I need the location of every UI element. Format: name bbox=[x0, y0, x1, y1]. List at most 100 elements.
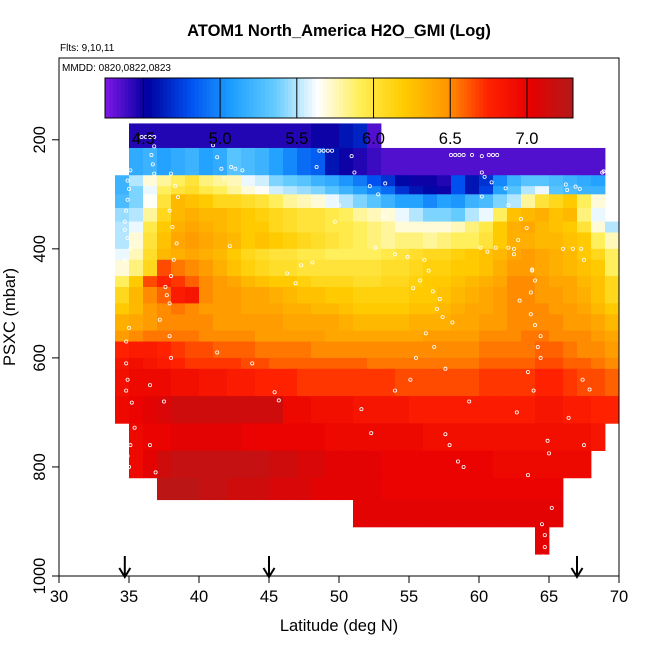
heatmap-cell bbox=[535, 194, 550, 209]
heatmap-cell bbox=[465, 423, 480, 451]
heatmap-cell bbox=[339, 330, 354, 342]
heatmap-cell bbox=[185, 186, 200, 195]
heatmap-cell bbox=[171, 287, 186, 304]
sample-point bbox=[167, 208, 172, 213]
heatmap-cell bbox=[577, 396, 592, 424]
colorbar-segment bbox=[362, 78, 367, 118]
heatmap-cell bbox=[479, 368, 494, 397]
heatmap-cell bbox=[157, 303, 172, 315]
heatmap-cell bbox=[605, 221, 620, 233]
heatmap-cell bbox=[353, 330, 368, 342]
colorbar-segment bbox=[545, 78, 551, 118]
sample-point bbox=[285, 271, 290, 276]
colorbar-segment bbox=[487, 78, 492, 118]
heatmap-cell bbox=[507, 287, 522, 304]
heatmap-cell bbox=[241, 357, 256, 370]
sample-point bbox=[128, 443, 133, 448]
heatmap-cell bbox=[311, 147, 326, 176]
colorbar-segment bbox=[420, 78, 426, 118]
heatmap-cell bbox=[409, 303, 424, 315]
colorbar-segment bbox=[342, 78, 348, 118]
heatmap-cell bbox=[437, 276, 452, 288]
heatmap-cell bbox=[535, 287, 550, 304]
heatmap-cell bbox=[395, 276, 410, 288]
heatmap-cell bbox=[269, 477, 284, 501]
heatmap-cell bbox=[325, 221, 340, 233]
sample-point bbox=[587, 387, 592, 392]
heatmap-cell bbox=[451, 194, 466, 209]
colorbar-segment bbox=[561, 78, 566, 118]
heatmap-cell bbox=[129, 341, 144, 359]
heatmap-cell bbox=[339, 368, 354, 397]
heatmap-cell bbox=[521, 186, 536, 195]
colorbar-segment bbox=[522, 78, 527, 118]
heatmap-cell bbox=[297, 147, 312, 176]
heatmap-cell bbox=[157, 276, 172, 288]
heatmap-cell bbox=[577, 341, 592, 359]
heatmap-cell bbox=[577, 147, 592, 176]
heatmap-cell bbox=[367, 314, 382, 332]
heatmap-cell bbox=[325, 276, 340, 288]
heatmap-cell bbox=[381, 330, 396, 342]
heatmap-cell bbox=[171, 207, 186, 222]
x-tick-label: 45 bbox=[260, 588, 278, 606]
heatmap-cell bbox=[395, 423, 410, 451]
heatmap-cell bbox=[199, 396, 214, 424]
heatmap-cell bbox=[283, 368, 298, 397]
sample-point bbox=[582, 443, 587, 448]
heatmap-cell bbox=[157, 147, 172, 176]
heatmap-cell bbox=[381, 423, 396, 451]
heatmap-cell bbox=[157, 357, 172, 370]
colorbar-segment bbox=[475, 78, 480, 118]
sample-point bbox=[122, 219, 127, 224]
heatmap-cell bbox=[367, 341, 382, 359]
heatmap-cell bbox=[591, 314, 606, 332]
heatmap-cell bbox=[451, 175, 466, 187]
sample-point bbox=[582, 257, 587, 262]
heatmap-cell bbox=[297, 341, 312, 359]
heatmap-cell bbox=[423, 477, 438, 501]
heatmap-cell bbox=[563, 314, 578, 332]
heatmap-cell bbox=[199, 123, 214, 149]
heatmap-cell bbox=[353, 123, 368, 149]
sample-point bbox=[168, 355, 173, 360]
heatmap-cell bbox=[269, 175, 284, 187]
heatmap-cell bbox=[171, 303, 186, 315]
colorbar-segment bbox=[354, 78, 359, 118]
heatmap-cell bbox=[563, 450, 578, 479]
heatmap-cell bbox=[507, 499, 522, 528]
heatmap-cell bbox=[339, 276, 354, 288]
heatmap-cell bbox=[367, 221, 382, 233]
heatmap-cell bbox=[171, 450, 186, 479]
heatmap-cell bbox=[409, 276, 424, 288]
sample-point bbox=[352, 170, 357, 175]
heatmap-cell bbox=[423, 175, 438, 187]
sample-point bbox=[467, 399, 472, 404]
heatmap-cell bbox=[339, 341, 354, 359]
sample-point bbox=[167, 301, 172, 306]
sample-point bbox=[147, 135, 152, 140]
sample-point bbox=[122, 257, 127, 262]
heatmap-cell bbox=[521, 147, 536, 176]
heatmap-cell bbox=[591, 357, 606, 370]
heatmap-cell bbox=[171, 314, 186, 332]
heatmap-cell bbox=[451, 207, 466, 222]
heatmap-cell bbox=[227, 303, 242, 315]
heatmap-cell bbox=[549, 341, 564, 359]
heatmap-cell bbox=[171, 194, 186, 209]
heatmap-cell bbox=[423, 357, 438, 370]
heatmap-cell bbox=[129, 259, 144, 277]
heatmap-cell bbox=[185, 287, 200, 304]
heatmap-cell bbox=[381, 396, 396, 424]
heatmap-cell bbox=[381, 303, 396, 315]
colorbar-segment bbox=[374, 78, 379, 118]
heatmap-cell bbox=[353, 194, 368, 209]
heatmap-cell bbox=[423, 450, 438, 479]
heatmap-cell bbox=[409, 221, 424, 233]
colorbar-segment bbox=[378, 78, 383, 118]
heatmap-cell bbox=[367, 477, 382, 501]
heatmap-cell bbox=[325, 477, 340, 501]
heatmap-cell bbox=[409, 248, 424, 261]
sample-point bbox=[542, 533, 547, 538]
heatmap-cell bbox=[185, 276, 200, 288]
